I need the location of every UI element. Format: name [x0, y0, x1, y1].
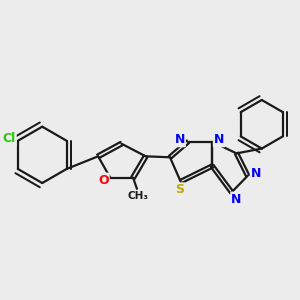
Text: N: N — [214, 133, 224, 146]
Text: CH₃: CH₃ — [128, 191, 148, 201]
Text: O: O — [98, 174, 109, 187]
Text: N: N — [231, 193, 242, 206]
Text: Cl: Cl — [2, 132, 16, 145]
Text: N: N — [175, 133, 185, 146]
Text: S: S — [175, 183, 184, 196]
Text: N: N — [251, 167, 261, 180]
